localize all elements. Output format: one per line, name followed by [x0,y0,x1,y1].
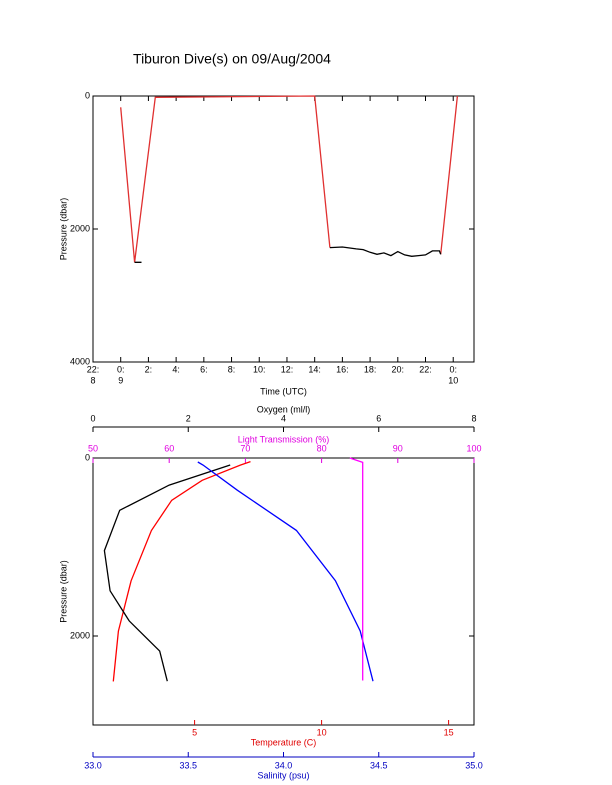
x-tick-label: 6: [200,364,208,374]
x-tick-label: 5 [192,727,197,737]
x-tick-label: 33.0 [84,760,102,770]
x-tick-label: 34.5 [370,760,388,770]
x-tick-label: 0: [117,364,125,374]
x-tick-label: 20: [392,364,405,374]
x-axis-label: Time (UTC) [260,386,307,396]
chart-title: Tiburon Dive(s) on 09/Aug/2004 [133,51,331,67]
x-tick-label: 6 [376,413,381,423]
x-tick-label: 33.5 [179,760,197,770]
y-tick-label: 2000 [70,630,90,640]
x-tick-label: 8 [471,413,476,423]
x-tick-label: 10 [317,727,327,737]
y-tick-label: 0 [85,90,90,100]
x-tick-label: 2 [186,413,191,423]
data-line [112,460,251,682]
x-tick-label: 22: [419,364,432,374]
x-tick-label: 15 [444,727,454,737]
x-tick-label: 0: [449,364,457,374]
data-line [197,461,374,682]
x-tick-label: 80 [317,443,327,453]
data-line [103,464,231,682]
y-axis-label: Pressure (dbar) [58,198,68,261]
x-tick-label: 90 [393,443,403,453]
x-axis-label: Light Transmission (%) [238,434,330,444]
x-tick-label: 4 [281,413,286,423]
x-tick-label: 12: [281,364,294,374]
x-tick-sublabel: 8 [90,375,95,385]
data-line [120,95,459,263]
y-axis-label: Pressure (dbar) [58,560,68,623]
x-tick-label: 22: [87,364,100,374]
data-line [134,246,442,263]
x-tick-label: 34.0 [275,760,293,770]
y-tick-label: 4000 [70,356,90,366]
data-line [349,457,364,681]
x-tick-label: 35.0 [465,760,483,770]
x-tick-label: 4: [172,364,180,374]
x-tick-label: 18: [364,364,377,374]
x-tick-label: 10: [253,364,266,374]
y-tick-label: 0 [85,452,90,462]
x-axis-label: Salinity (psu) [257,770,309,780]
x-tick-label: 70 [240,443,250,453]
x-tick-label: 100 [466,443,481,453]
x-tick-sublabel: 10 [448,375,458,385]
x-tick-label: 14: [308,364,321,374]
x-tick-label: 60 [164,443,174,453]
x-tick-label: 16: [336,364,349,374]
x-tick-label: 2: [145,364,153,374]
x-axis-label: Oxygen (ml/l) [257,404,311,414]
y-tick-label: 2000 [70,223,90,233]
x-axis-label: Temperature (C) [251,737,317,747]
x-tick-label: 0 [90,413,95,423]
plot-frame [92,457,475,726]
x-tick-sublabel: 9 [118,375,123,385]
x-tick-label: 8: [228,364,236,374]
x-tick-label: 50 [88,443,98,453]
